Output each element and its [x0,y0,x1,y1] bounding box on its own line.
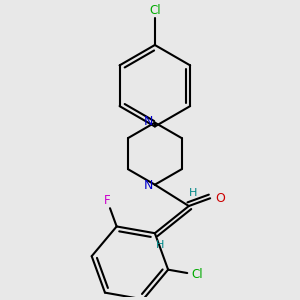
Text: H: H [188,188,197,198]
Text: Cl: Cl [149,4,161,16]
Text: H: H [155,240,164,250]
Text: O: O [215,192,225,205]
Text: F: F [104,194,110,206]
Text: Cl: Cl [191,268,202,281]
Text: N: N [143,115,153,128]
Text: N: N [143,179,153,192]
